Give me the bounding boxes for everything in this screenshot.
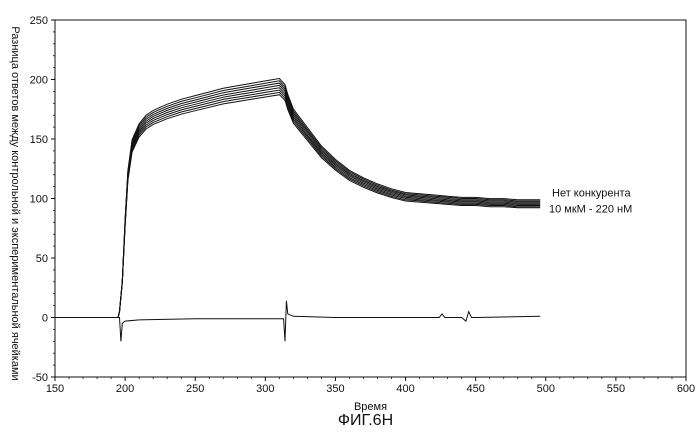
series-line-0	[55, 92, 540, 317]
x-tick-label: 250	[186, 383, 204, 395]
x-tick-label: 600	[677, 383, 695, 395]
y-tick-label: 250	[30, 15, 48, 27]
figure-caption: ФИГ.6Н	[338, 412, 393, 429]
x-tick-label: 400	[396, 383, 414, 395]
legend-entry: Нет конкурента	[552, 188, 631, 200]
series-line-0	[55, 81, 540, 318]
y-tick-label: 150	[30, 134, 48, 146]
x-tick-label: 500	[537, 383, 555, 395]
x-tick-label: 150	[46, 383, 64, 395]
legend-entry: 10 мкМ - 220 нМ	[549, 204, 632, 216]
x-tick-label: 450	[466, 383, 484, 395]
series-line-0	[55, 85, 540, 317]
ticks-layer	[51, 20, 686, 381]
y-axis-title: Разница ответов между контрольной и эксп…	[9, 26, 21, 380]
series-line-0	[55, 88, 540, 318]
x-tick-label: 300	[256, 383, 274, 395]
y-tick-label: 100	[30, 194, 48, 206]
x-tick-label: 200	[116, 383, 134, 395]
series-line-0	[55, 83, 540, 317]
y-tick-label: 50	[36, 253, 48, 265]
y-tick-label: -50	[32, 372, 48, 384]
y-tick-label: 200	[30, 75, 48, 87]
y-tick-label: 0	[42, 313, 48, 325]
series-line-1	[55, 301, 540, 342]
x-tick-label: 350	[326, 383, 344, 395]
series-line-0	[55, 90, 540, 317]
x-tick-label: 550	[607, 383, 625, 395]
series-layer	[55, 79, 540, 342]
text-layer: 150 200 250 300 350 400 450 500 550 600 -50 0 50 100 1…	[9, 15, 695, 429]
series-line-0	[55, 95, 540, 318]
